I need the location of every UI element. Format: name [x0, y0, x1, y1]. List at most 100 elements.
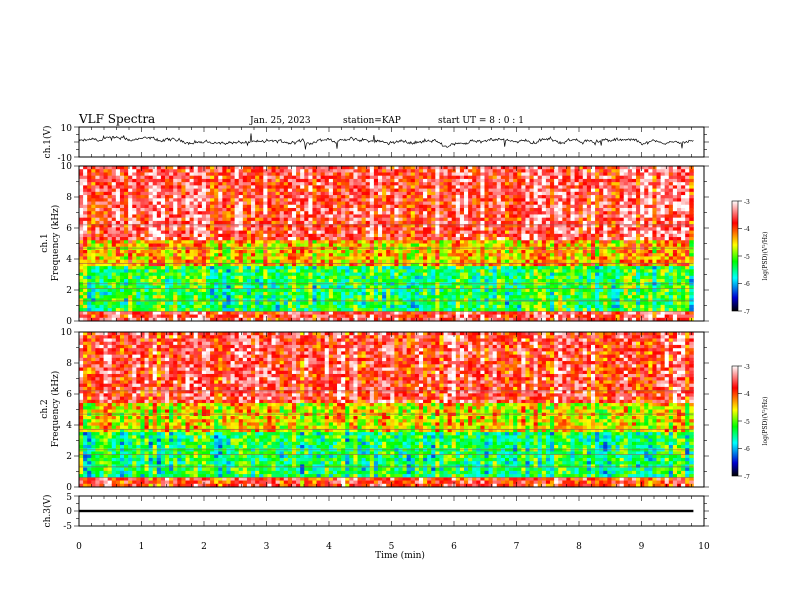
spectrogram-cell [173, 285, 178, 290]
spectrogram-cell [271, 269, 276, 273]
spectrogram-cell [386, 195, 391, 199]
spectrogram-cell [472, 304, 477, 309]
spectrogram-cell [230, 272, 236, 277]
spectrogram-cell [91, 182, 96, 186]
spectrogram-cell [459, 227, 465, 231]
spectrogram-cell [107, 178, 113, 183]
spectrogram-cell [115, 253, 121, 257]
spectrogram-cell [476, 314, 481, 319]
spectrogram-cell [185, 301, 190, 306]
spectrogram-cell [418, 211, 424, 215]
spectrogram-cell [173, 256, 178, 261]
spectrogram-cell [386, 182, 391, 186]
spectrogram-cell [173, 240, 178, 244]
spectrogram-cell [83, 256, 88, 261]
spectrogram-cell [144, 207, 150, 212]
spectrogram-cell [279, 233, 285, 238]
spectrogram-cell [304, 227, 309, 231]
spectrogram-cell [308, 295, 313, 299]
spectrogram-cell [87, 185, 92, 190]
spectrogram-cell [226, 243, 231, 248]
spectrogram-cell [136, 275, 141, 280]
spectrogram-cell [328, 169, 334, 173]
spectrogram-cell [476, 272, 481, 277]
spectrogram-cell [353, 275, 358, 280]
spectrogram-cell [365, 259, 371, 264]
spectrogram-cell [181, 217, 186, 222]
spectrogram-cell [177, 182, 182, 186]
spectrogram-cell [238, 291, 244, 296]
spectrogram-cell [169, 246, 174, 251]
spectrogram-cell [357, 275, 363, 280]
spectrogram-cell [312, 259, 317, 264]
spectrogram-cell [320, 243, 326, 248]
spectrogram-cell [222, 198, 227, 202]
spectrogram-cell [455, 311, 461, 315]
spectrogram-cell [95, 191, 100, 196]
spectrogram-cell [447, 230, 453, 235]
spectrogram-cell [111, 237, 117, 241]
spectrogram-cell [99, 288, 104, 293]
spectrogram-cell [156, 214, 162, 219]
spectrogram-cell [476, 188, 481, 193]
spectrogram-cell [193, 246, 199, 251]
spectrogram-cell [357, 308, 363, 312]
spectrogram-cell [373, 166, 379, 170]
spectrogram-cell [353, 240, 358, 244]
spectrogram-cell [115, 295, 121, 299]
spectrogram-cell [128, 272, 133, 277]
spectrogram-cell [296, 230, 301, 235]
spectrogram-cell [242, 211, 248, 215]
spectrogram-cell [87, 288, 92, 293]
spectrogram-cell [341, 262, 346, 267]
spectrogram-cell [365, 237, 371, 241]
spectrogram-cell [427, 308, 432, 312]
spectrogram-cell [210, 253, 215, 257]
spectrogram-cell [341, 269, 346, 273]
spectrogram-cell [492, 240, 498, 244]
spectrogram-cell [492, 243, 498, 248]
spectrogram-cell [287, 308, 293, 312]
spectrogram-cell [291, 204, 297, 209]
spectrogram-cell [332, 166, 338, 170]
spectrogram-cell [300, 298, 305, 303]
spectrogram-cell [427, 240, 432, 244]
spectrogram-cell [185, 198, 190, 202]
spectrogram-cell [361, 204, 367, 209]
spectrogram-cell [160, 188, 166, 193]
spectrogram-cell [406, 230, 412, 235]
spectrogram-cell [345, 249, 350, 254]
spectrogram-cell [173, 279, 178, 283]
spectrogram-cell [173, 237, 178, 241]
spectrogram-cell [349, 288, 354, 293]
spectrogram-cell [210, 214, 215, 219]
spectrogram-cell [173, 288, 178, 293]
spectrogram-cell [439, 256, 444, 261]
spectrogram-cell [214, 314, 219, 319]
spectrogram-cell [320, 298, 326, 303]
spectrogram-cell [148, 240, 154, 244]
spectrogram-cell [271, 295, 276, 299]
spectrogram-cell [488, 224, 494, 228]
spectrogram-cell [402, 175, 408, 180]
spectrogram-cell [169, 317, 174, 322]
spectrogram-cell [296, 317, 301, 322]
spectrogram-cell [181, 220, 186, 225]
spectrogram-cell [214, 195, 219, 199]
spectrogram-cell [144, 240, 150, 244]
spectrogram-cell [91, 253, 96, 257]
spectrogram-cell [345, 201, 350, 206]
spectrogram-cell [406, 207, 412, 212]
spectrogram-cell [128, 237, 133, 241]
spectrogram-cell [144, 259, 150, 264]
spectrogram-cell [418, 182, 424, 186]
spectrogram-cell [124, 178, 129, 183]
spectrogram-cell [373, 237, 379, 241]
spectrogram-cell [435, 249, 440, 254]
spectrogram-cell [197, 220, 203, 225]
spectrogram-cell [287, 172, 293, 177]
spectrogram-cell [468, 285, 473, 290]
spectrogram-cell [382, 227, 387, 231]
spectrogram-cell [312, 308, 317, 312]
